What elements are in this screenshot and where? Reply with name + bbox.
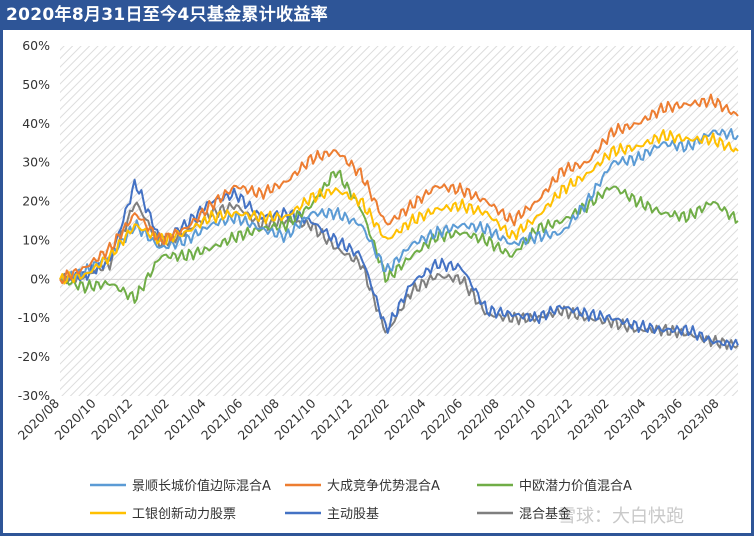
y-tick-label: 60% xyxy=(22,38,50,53)
watermark-text: 雪球：大白快跑 xyxy=(558,506,684,527)
y-tick-label: 50% xyxy=(22,77,50,92)
legend-label: 中欧潜力价值混合A xyxy=(519,478,632,494)
chart-title: 2020年8月31日至今4只基金累计收益率 xyxy=(6,5,328,25)
series-lines xyxy=(59,93,739,351)
y-tick-label: 20% xyxy=(22,194,50,209)
line-chart: -30% -20% -10% 0% 10% 20% 30% 40% 50% 60% 2020/08… xyxy=(15,38,739,527)
y-tick-label: -10% xyxy=(18,310,50,325)
plot-area xyxy=(60,46,738,396)
series-line xyxy=(59,169,739,304)
series-line xyxy=(59,129,739,285)
series-line xyxy=(59,93,739,285)
x-axis: 2020/082020/102020/122021/022021/042021/… xyxy=(15,395,722,442)
legend-label: 景顺长城价值边际混合A xyxy=(132,478,271,494)
legend-label: 主动股基 xyxy=(327,507,379,522)
legend-label: 大成竞争优势混合A xyxy=(327,478,440,494)
y-tick-label: 40% xyxy=(22,116,50,131)
legend-label: 工银创新动力股票 xyxy=(132,506,236,522)
legend: 景顺长城价值边际混合A 大成竞争优势混合A 中欧潜力价值混合A 工银创新动力股票 主动股… xyxy=(90,478,632,522)
chart-panel: -30% -20% -10% 0% 10% 20% 30% 40% 50% 60% 2020/08… xyxy=(3,30,751,533)
y-tick-label: 30% xyxy=(22,155,50,170)
legend-label: 混合基金 xyxy=(519,506,571,522)
y-tick-label: 10% xyxy=(22,232,50,247)
y-axis: -30% -20% -10% 0% 10% 20% 30% 40% 50% 60% xyxy=(18,38,50,403)
y-tick-label: -20% xyxy=(18,349,50,364)
y-tick-label: 0% xyxy=(30,271,50,286)
series-line xyxy=(59,128,739,281)
y-tick-label: -30% xyxy=(18,388,50,403)
